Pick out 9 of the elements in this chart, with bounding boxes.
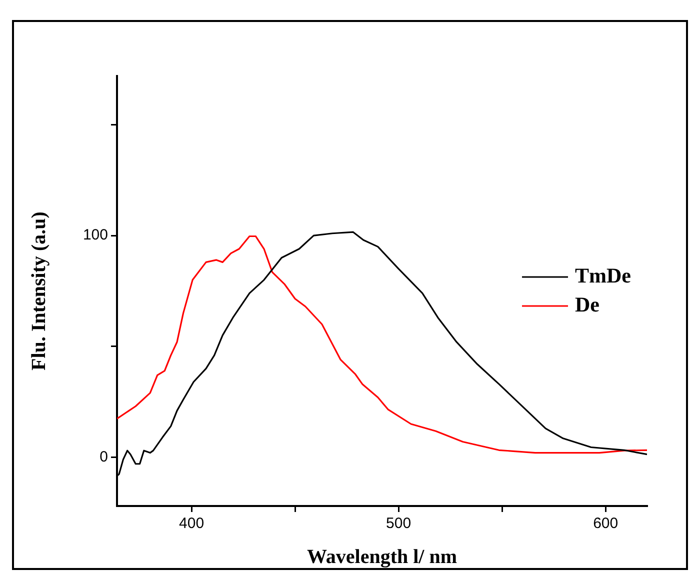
x-tick-label: 500 (386, 515, 412, 532)
x-tick-label: 600 (593, 515, 618, 532)
legend-label: De (575, 292, 600, 316)
legend-label: TmDe (575, 263, 631, 288)
y-tick-label: 0 (100, 448, 108, 466)
y-axis-title: Flu. Intensity (a.u) (28, 212, 50, 370)
y-tick-label: 100 (82, 226, 108, 244)
x-tick-label: 400 (179, 515, 204, 532)
x-axis-title: Wavelength l/ nm (306, 546, 458, 568)
